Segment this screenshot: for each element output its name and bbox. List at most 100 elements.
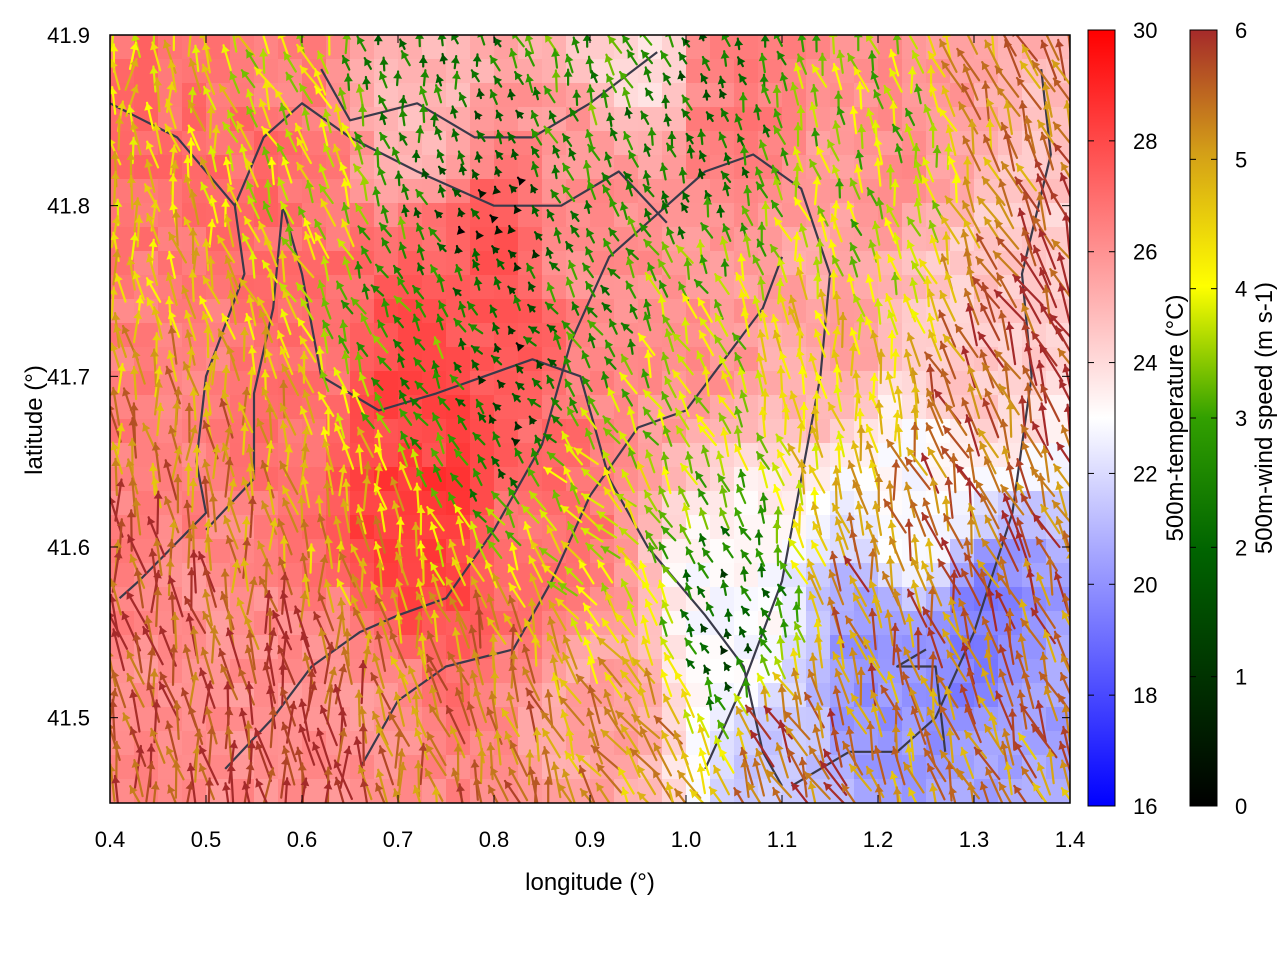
temperature-cell — [302, 131, 327, 156]
temperature-cell — [902, 203, 927, 228]
temperature-cell — [446, 323, 471, 348]
temperature-cell — [710, 683, 735, 708]
temperature-colorbar-tick-label: 20 — [1133, 572, 1157, 597]
temperature-cell — [686, 779, 711, 803]
temperature-cell — [350, 59, 375, 84]
temperature-cell — [782, 251, 807, 276]
temperature-cell — [422, 203, 447, 228]
temperature-cell — [518, 107, 543, 132]
temperature-colorbar-gradient — [1087, 29, 1116, 807]
temperature-cell — [782, 203, 807, 228]
temperature-cell — [974, 107, 999, 132]
temperature-cell — [110, 755, 135, 780]
temperature-cell — [710, 251, 735, 276]
temperature-cell — [302, 179, 327, 204]
temperature-cell — [710, 659, 735, 684]
x-tick-label: 1.3 — [959, 827, 990, 852]
temperature-cell — [158, 179, 183, 204]
x-tick-label: 0.8 — [479, 827, 510, 852]
temperature-cell — [998, 707, 1023, 732]
wind-colorbar-title: 500m-wind speed (m s-1) — [1251, 282, 1278, 554]
y-axis-title: latitude (°) — [21, 365, 48, 475]
temperature-cell — [566, 563, 591, 588]
x-tick-label: 0.9 — [575, 827, 606, 852]
wind-colorbar-tick-label: 4 — [1235, 277, 1247, 302]
temperature-cell — [734, 539, 759, 564]
y-tick-label: 41.6 — [47, 535, 90, 560]
temperature-cell — [182, 83, 207, 108]
plot-area: 0.4 0.5 0.6 0.7 0.8 0.9 1.0 1.1 1.2 1.3 1.4 41.5 41.… — [47, 23, 1086, 852]
temperature-cell — [446, 83, 471, 108]
temperature-cell — [902, 107, 927, 132]
temperature-cell — [518, 203, 543, 228]
temperature-cell — [878, 707, 903, 732]
temperature-cell — [734, 563, 759, 588]
temperature-cell — [710, 203, 735, 228]
x-tick-label: 1.2 — [863, 827, 894, 852]
wind-colorbar-tick-label: 6 — [1235, 18, 1247, 43]
temperature-cell — [470, 227, 495, 252]
wind-colorbar: 0 1 2 3 4 5 6 500m-wind speed (m s-1) — [1189, 18, 1278, 819]
temperature-cell — [974, 131, 999, 156]
temperature-cell — [230, 203, 255, 228]
temperature-cell — [1046, 35, 1070, 60]
temperature-cell — [830, 419, 855, 444]
y-tick-label: 41.7 — [47, 364, 90, 389]
wind-colorbar-tick-label: 5 — [1235, 147, 1247, 172]
temperature-cell — [398, 59, 423, 84]
temperature-cell — [206, 491, 231, 516]
temperature-cell — [494, 35, 519, 60]
x-tick-label: 1.1 — [767, 827, 798, 852]
temperature-colorbar-title: 500m-temperature (°C) — [1162, 294, 1189, 541]
temperature-colorbar-tick-label: 30 — [1133, 18, 1157, 43]
temperature-cell — [686, 203, 711, 228]
temperature-cell — [734, 83, 759, 108]
temperature-cell — [1046, 179, 1070, 204]
temperature-cell — [1022, 683, 1047, 708]
temperature-cell — [470, 107, 495, 132]
temperature-colorbar-tick-label: 18 — [1133, 683, 1157, 708]
temperature-cell — [422, 131, 447, 156]
temperature-cell — [518, 131, 543, 156]
wind-colorbar-tick-label: 2 — [1235, 535, 1247, 560]
temperature-cell — [542, 371, 567, 396]
temperature-cell — [902, 227, 927, 252]
temperature-cell — [614, 515, 639, 540]
temperature-cell — [638, 779, 663, 803]
temperature-cell — [542, 59, 567, 84]
temperature-cell — [806, 59, 831, 84]
temperature-cell — [158, 515, 183, 540]
x-axis-title: longitude (°) — [525, 869, 655, 896]
temperature-cell — [878, 587, 903, 612]
temperature-cell — [158, 635, 183, 660]
temperature-cell — [134, 251, 159, 276]
temperature-cell — [110, 203, 135, 228]
wind-vector — [456, 783, 465, 803]
temperature-cell — [254, 179, 279, 204]
x-tick-label: 1.4 — [1055, 827, 1086, 852]
wind-colorbar-tick-label: 3 — [1235, 406, 1247, 431]
temperature-cell — [902, 323, 927, 348]
temperature-cell — [614, 179, 639, 204]
temperature-cell — [614, 299, 639, 324]
temperature-cell — [566, 299, 591, 324]
temperature-colorbar-tick-label: 28 — [1133, 129, 1157, 154]
wind-vector — [222, 782, 231, 803]
temperature-cell — [758, 683, 783, 708]
temperature-cell — [278, 371, 303, 396]
temperature-colorbar-tick-label: 16 — [1133, 794, 1157, 819]
temperature-cell — [902, 131, 927, 156]
temperature-cell — [614, 251, 639, 276]
temperature-cell — [710, 275, 735, 300]
temperature-cell — [662, 131, 687, 156]
temperature-cell — [1022, 563, 1047, 588]
temperature-cell — [662, 539, 687, 564]
wind-colorbar-tick-label: 1 — [1235, 665, 1247, 690]
x-tick-label: 0.6 — [287, 827, 318, 852]
temperature-cell — [494, 467, 519, 492]
temperature-cell — [350, 323, 375, 348]
temperature-cell — [350, 491, 375, 516]
temperature-cell — [134, 323, 159, 348]
temperature-cell — [446, 275, 471, 300]
